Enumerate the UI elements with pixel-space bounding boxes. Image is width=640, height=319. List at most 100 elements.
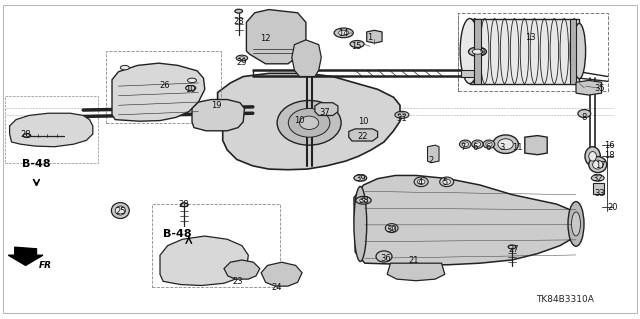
Text: 20: 20 [607, 203, 618, 212]
Polygon shape [246, 10, 306, 64]
Ellipse shape [414, 177, 428, 187]
Text: TK84B3310A: TK84B3310A [536, 295, 594, 304]
Ellipse shape [288, 108, 330, 137]
Ellipse shape [188, 78, 196, 83]
Ellipse shape [474, 142, 481, 147]
Bar [152, 204, 280, 287]
Ellipse shape [395, 111, 409, 118]
Ellipse shape [472, 49, 483, 54]
Bar [106, 51, 221, 123]
Ellipse shape [120, 65, 129, 70]
Ellipse shape [356, 197, 371, 204]
Text: 30: 30 [387, 225, 397, 234]
Ellipse shape [417, 179, 425, 184]
Text: 29: 29 [236, 58, 246, 67]
Ellipse shape [486, 142, 492, 147]
Text: 19: 19 [211, 101, 221, 110]
Text: 5: 5 [442, 178, 447, 187]
Bar [474, 19, 481, 84]
Bar [570, 19, 576, 84]
Bar [461, 70, 474, 77]
Text: 21: 21 [409, 256, 419, 265]
Ellipse shape [585, 147, 600, 166]
Text: 17: 17 [595, 161, 605, 170]
Text: FR: FR [38, 261, 51, 270]
Ellipse shape [440, 177, 454, 187]
Polygon shape [261, 262, 302, 286]
Ellipse shape [460, 140, 471, 148]
Polygon shape [218, 73, 400, 170]
Ellipse shape [572, 212, 580, 236]
Text: 6: 6 [486, 143, 491, 152]
Bar [5, 96, 98, 163]
Text: 38: 38 [358, 197, 369, 205]
Ellipse shape [239, 57, 244, 59]
Text: 9: 9 [480, 48, 485, 57]
Polygon shape [525, 136, 547, 155]
Ellipse shape [508, 245, 516, 249]
Ellipse shape [111, 203, 129, 219]
Text: 36: 36 [380, 254, 390, 263]
Ellipse shape [589, 157, 607, 173]
Text: 28: 28 [20, 130, 31, 139]
Text: 15: 15 [351, 42, 362, 51]
Text: 2: 2 [428, 156, 433, 165]
Ellipse shape [472, 140, 483, 148]
Text: 32: 32 [592, 174, 602, 183]
Ellipse shape [334, 28, 353, 38]
Ellipse shape [388, 226, 395, 230]
Ellipse shape [591, 175, 604, 181]
Polygon shape [192, 100, 244, 131]
Ellipse shape [187, 86, 195, 90]
Polygon shape [10, 113, 93, 147]
Polygon shape [8, 247, 43, 265]
Ellipse shape [573, 23, 586, 79]
Ellipse shape [339, 30, 349, 35]
Polygon shape [315, 103, 338, 115]
Text: 18: 18 [604, 151, 614, 160]
Text: 25: 25 [115, 207, 125, 216]
Text: 16: 16 [604, 141, 614, 150]
Text: B-48: B-48 [163, 228, 191, 239]
Text: 12: 12 [260, 34, 271, 43]
Bar [458, 13, 608, 91]
Text: 33: 33 [595, 189, 605, 198]
Polygon shape [354, 175, 582, 265]
Polygon shape [367, 30, 382, 43]
Ellipse shape [186, 85, 196, 91]
Text: 28: 28 [234, 17, 244, 26]
Text: 35: 35 [595, 84, 605, 93]
Text: 7: 7 [460, 143, 465, 152]
Ellipse shape [462, 142, 468, 147]
Ellipse shape [115, 206, 125, 215]
Ellipse shape [354, 175, 367, 181]
Ellipse shape [493, 135, 518, 153]
Text: 11: 11 [512, 143, 522, 152]
Polygon shape [160, 236, 248, 286]
Text: 23: 23 [233, 277, 243, 286]
Text: 27: 27 [508, 245, 518, 254]
Text: 10: 10 [358, 117, 368, 126]
Text: 14: 14 [339, 29, 349, 38]
Text: 24: 24 [271, 283, 282, 292]
Ellipse shape [23, 134, 31, 137]
Text: 39: 39 [355, 174, 365, 183]
Ellipse shape [398, 113, 406, 117]
Ellipse shape [277, 100, 341, 145]
Ellipse shape [376, 251, 392, 262]
Ellipse shape [593, 160, 603, 169]
Text: 10: 10 [186, 85, 196, 94]
Text: 22: 22 [358, 132, 368, 141]
Text: 31: 31 [397, 115, 407, 123]
Ellipse shape [350, 41, 364, 48]
Ellipse shape [443, 179, 451, 184]
Ellipse shape [468, 47, 486, 56]
Bar [593, 183, 604, 194]
Ellipse shape [578, 109, 591, 118]
Text: 6: 6 [473, 143, 478, 152]
Ellipse shape [589, 152, 596, 161]
Ellipse shape [568, 202, 584, 246]
Text: 1: 1 [367, 33, 372, 42]
Ellipse shape [235, 9, 243, 13]
Ellipse shape [180, 203, 188, 207]
